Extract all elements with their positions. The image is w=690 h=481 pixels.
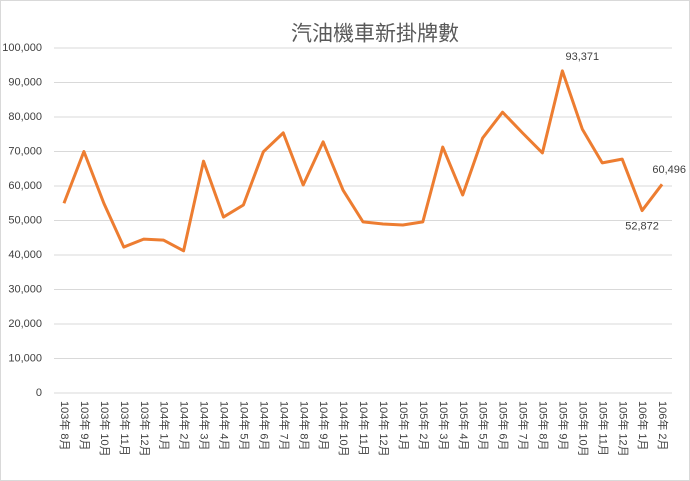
x-tick-label: 105年 3月 <box>437 401 451 451</box>
y-tick-label: 10,000 <box>8 352 42 364</box>
x-tick-label: 103年 10月 <box>98 401 112 457</box>
x-tick-label: 105年 5月 <box>477 401 491 451</box>
line-series <box>62 69 664 253</box>
x-tick-label: 103年 8月 <box>58 401 72 451</box>
x-tick-label: 104年 1月 <box>158 401 172 451</box>
x-tick-label: 105年 12月 <box>616 401 630 457</box>
x-tick-label: 104年 2月 <box>178 401 192 451</box>
x-tick-label: 104年 4月 <box>218 401 232 451</box>
x-tick-label: 106年 1月 <box>636 401 650 451</box>
x-tick-label: 105年 1月 <box>397 401 411 451</box>
x-tick-label: 105年 11月 <box>596 401 610 456</box>
x-tick-label: 104年 7月 <box>277 401 291 451</box>
chart-title: 汽油機車新掛牌數 <box>291 23 459 46</box>
y-tick-label: 100,000 <box>2 42 42 54</box>
data-label: 93,371 <box>566 51 600 63</box>
x-tick-label: 104年 11月 <box>357 401 371 456</box>
x-tick-label: 105年 7月 <box>517 401 531 451</box>
y-tick-label: 50,000 <box>8 214 42 226</box>
x-tick-label: 105年 4月 <box>457 401 471 451</box>
y-tick-label: 90,000 <box>8 76 42 88</box>
x-tick-label: 104年 5月 <box>237 401 251 451</box>
x-tick-label: 103年 11月 <box>118 401 132 456</box>
x-tick-label: 104年 3月 <box>198 401 212 451</box>
y-tick-label: 40,000 <box>8 249 42 261</box>
x-tick-label: 104年 9月 <box>317 401 331 451</box>
x-tick-label: 105年 6月 <box>497 401 511 451</box>
x-tick-label: 105年 10月 <box>576 401 590 457</box>
x-tick-label: 105年 2月 <box>417 401 431 451</box>
x-tick-label: 105年 9月 <box>556 401 570 451</box>
y-tick-label: 70,000 <box>8 145 42 157</box>
x-tick-label: 104年 8月 <box>297 401 311 451</box>
y-tick-label: 30,000 <box>8 283 42 295</box>
y-tick-label: 20,000 <box>8 318 42 330</box>
x-tick-label: 103年 12月 <box>138 401 152 457</box>
y-tick-label: 80,000 <box>8 111 42 123</box>
x-tick-label: 104年 12月 <box>377 401 391 457</box>
x-tick-label: 104年 10月 <box>337 401 351 457</box>
x-tick-label: 105年 8月 <box>537 401 551 451</box>
x-tick-label: 103年 9月 <box>78 401 92 451</box>
x-tick-label: 106年 2月 <box>656 401 670 451</box>
y-tick-label: 0 <box>36 387 42 399</box>
data-label: 52,872 <box>625 220 659 232</box>
x-tick-label: 104年 6月 <box>257 401 271 451</box>
y-tick-label: 60,000 <box>8 180 42 192</box>
data-label: 60,496 <box>652 164 686 176</box>
